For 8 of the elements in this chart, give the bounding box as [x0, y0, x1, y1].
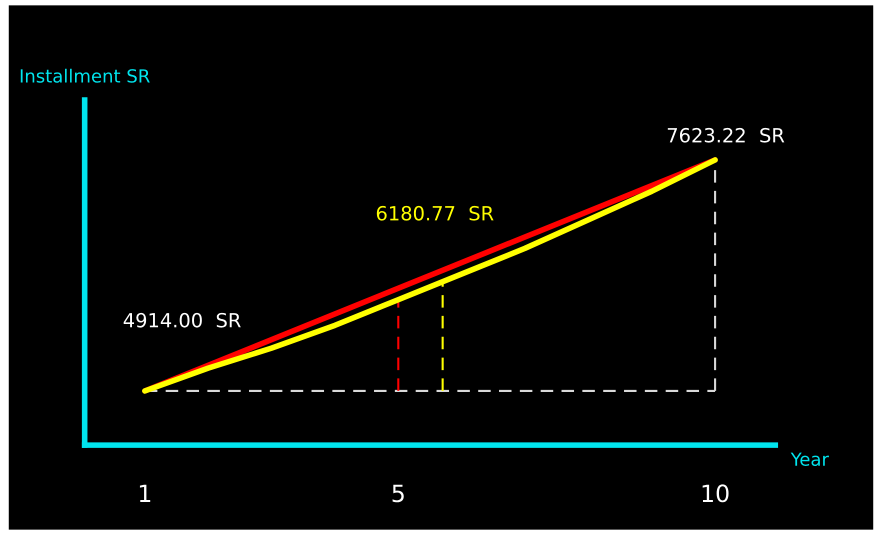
text: 7623.22 SR	[668, 128, 784, 143]
x-axis-title: Year	[790, 452, 829, 466]
annotation: 6180.77 SR	[376, 206, 494, 221]
x-tick-label: 10	[702, 484, 729, 502]
x-tick-label: 1	[140, 484, 150, 502]
y-axis-title: Installment SR	[20, 68, 150, 83]
annotation: 4914.00 SR	[124, 312, 241, 328]
x-tick-label: 5	[392, 484, 404, 502]
